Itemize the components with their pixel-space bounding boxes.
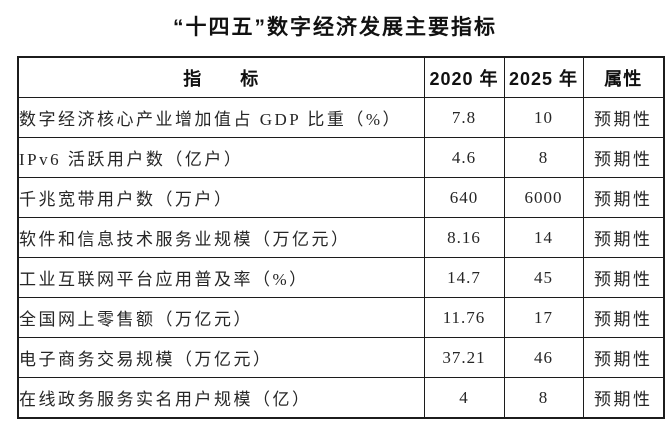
value-2025-cell: 46	[503, 337, 584, 378]
indicator-cell: 在线政务服务实名用户规模（亿）	[17, 377, 425, 419]
attribute-cell: 预期性	[582, 257, 665, 298]
indicator-cell: 电子商务交易规模（万亿元）	[17, 337, 425, 378]
table-row: IPv6 活跃用户数（亿户） 4.6 8 预期性	[17, 137, 665, 178]
value-2025-cell: 17	[503, 297, 584, 338]
value-2020-cell: 8.16	[423, 217, 505, 258]
value-2020-cell: 4.6	[423, 137, 505, 178]
table-row: 千兆宽带用户数（万户） 640 6000 预期性	[17, 177, 665, 218]
attribute-cell: 预期性	[582, 337, 665, 378]
attribute-cell: 预期性	[582, 137, 665, 178]
attribute-cell: 预期性	[582, 377, 665, 419]
header-indicator: 指 标	[17, 56, 425, 98]
indicator-cell: 工业互联网平台应用普及率（%）	[17, 257, 425, 298]
value-2020-cell: 4	[423, 377, 505, 419]
value-2025-cell: 6000	[503, 177, 584, 218]
table-row: 电子商务交易规模（万亿元） 37.21 46 预期性	[17, 337, 665, 378]
header-attribute: 属性	[582, 56, 665, 98]
table-row: 在线政务服务实名用户规模（亿） 4 8 预期性	[17, 377, 665, 419]
page-title: “十四五”数字经济发展主要指标	[173, 16, 497, 39]
table-row: 数字经济核心产业增加值占 GDP 比重（%） 7.8 10 预期性	[17, 97, 665, 138]
attribute-cell: 预期性	[582, 97, 665, 138]
attribute-cell: 预期性	[582, 177, 665, 218]
table-row: 全国网上零售额（万亿元） 11.76 17 预期性	[17, 297, 665, 338]
value-2020-cell: 37.21	[423, 337, 505, 378]
value-2025-cell: 14	[503, 217, 584, 258]
value-2025-cell: 10	[503, 97, 584, 138]
header-2025: 2025 年	[503, 56, 584, 98]
value-2020-cell: 7.8	[423, 97, 505, 138]
indicator-cell: 千兆宽带用户数（万户）	[17, 177, 425, 218]
value-2025-cell: 45	[503, 257, 584, 298]
header-row: 指 标 2020 年 2025 年 属性	[17, 56, 665, 98]
indicator-cell: 数字经济核心产业增加值占 GDP 比重（%）	[17, 97, 425, 138]
indicator-cell: 软件和信息技术服务业规模（万亿元）	[17, 217, 425, 258]
value-2020-cell: 11.76	[423, 297, 505, 338]
value-2025-cell: 8	[503, 137, 584, 178]
attribute-cell: 预期性	[582, 217, 665, 258]
table-row: 工业互联网平台应用普及率（%） 14.7 45 预期性	[17, 257, 665, 298]
indicator-cell: IPv6 活跃用户数（亿户）	[17, 137, 425, 178]
indicators-table: 指 标 2020 年 2025 年 属性 数字经济核心产业增加值占 GDP 比重…	[17, 56, 665, 419]
attribute-cell: 预期性	[582, 297, 665, 338]
header-2020: 2020 年	[423, 56, 505, 98]
table-row: 软件和信息技术服务业规模（万亿元） 8.16 14 预期性	[17, 217, 665, 258]
value-2020-cell: 14.7	[423, 257, 505, 298]
indicator-cell: 全国网上零售额（万亿元）	[17, 297, 425, 338]
value-2020-cell: 640	[423, 177, 505, 218]
value-2025-cell: 8	[503, 377, 584, 419]
